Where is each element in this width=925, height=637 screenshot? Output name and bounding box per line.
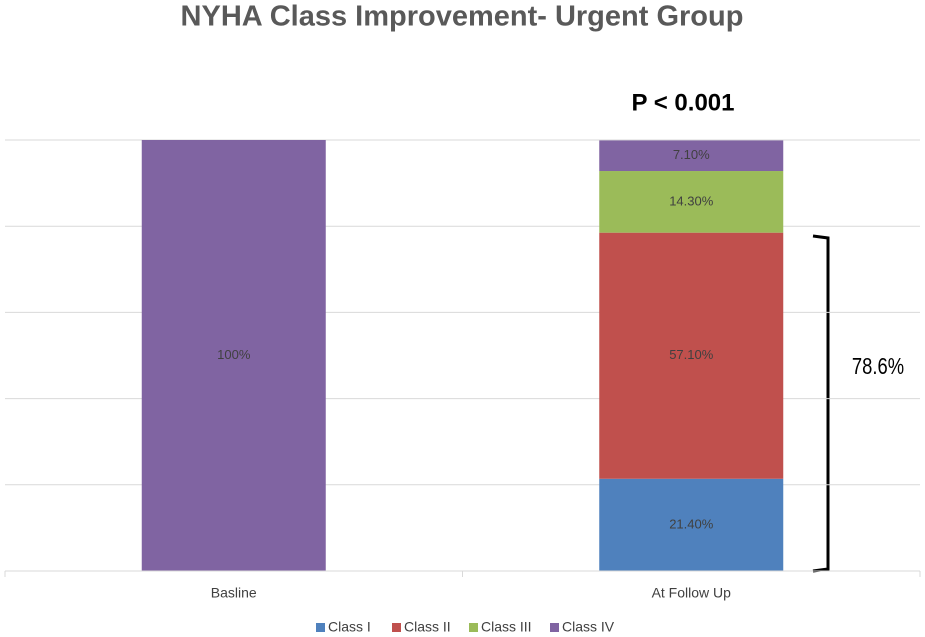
bar-segment (599, 232, 784, 479)
percent-annotation: 78.6% (852, 354, 904, 379)
data-label: 21.40% (669, 516, 714, 531)
legend-label: Class IV (562, 619, 615, 635)
chart-title: NYHA Class Improvement- Urgent Group (181, 1, 744, 33)
bar-segment (599, 171, 784, 233)
legend-swatch (392, 623, 401, 632)
x-tick-label: Basline (211, 585, 257, 601)
p-value: P < 0.001 (632, 89, 735, 116)
data-label: 14.30% (669, 193, 714, 208)
bar-segment (599, 478, 784, 571)
legend-swatch (316, 623, 325, 632)
data-label: 7.10% (673, 147, 710, 162)
legend-label: Class II (404, 619, 451, 635)
bar-segment (599, 140, 784, 172)
legend-label: Class III (481, 619, 532, 635)
data-label: 100% (217, 347, 251, 362)
legend-swatch (550, 623, 559, 632)
x-tick-label: At Follow Up (652, 585, 732, 601)
bracket (812, 234, 830, 573)
data-label: 57.10% (669, 347, 714, 362)
bar-segment (141, 140, 326, 571)
legend-swatch (469, 623, 478, 632)
legend-label: Class I (328, 619, 371, 635)
